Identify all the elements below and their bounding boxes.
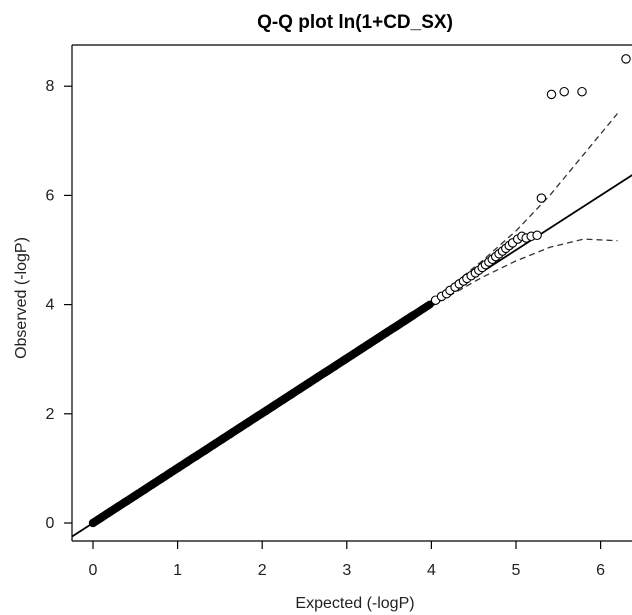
y-tick-label: 8 <box>46 78 55 95</box>
upper-confidence-band <box>414 113 619 314</box>
x-tick-label: 0 <box>89 562 98 579</box>
qq-point <box>559 86 569 97</box>
x-tick-label: 6 <box>596 562 605 579</box>
x-tick-label: 5 <box>512 562 521 579</box>
qq-point <box>546 89 557 100</box>
qq-point <box>536 193 547 203</box>
x-tick-label: 3 <box>342 562 351 579</box>
x-tick-label: 4 <box>427 562 436 579</box>
qq-point <box>577 86 587 97</box>
y-tick-label: 6 <box>46 187 55 204</box>
chart-title: Q-Q plot ln(1+CD_SX) <box>257 12 453 33</box>
plot-area <box>72 54 632 538</box>
y-tick-label: 0 <box>46 515 55 532</box>
qq-point <box>532 230 542 241</box>
lower-confidence-band <box>414 238 618 318</box>
y-axis-ticks: 0 2 4 6 8 <box>46 78 72 532</box>
y-axis-label: Observed (-logP) <box>13 237 30 359</box>
x-axis-label: Expected (-logP) <box>295 595 414 612</box>
x-tick-label: 1 <box>173 562 182 579</box>
bulk-diagonal-points <box>88 300 434 528</box>
x-axis-ticks: 0 1 2 3 4 5 6 <box>89 541 605 579</box>
y-tick-label: 4 <box>46 297 55 314</box>
qq-point <box>621 54 631 64</box>
x-tick-label: 2 <box>258 562 267 579</box>
y-tick-label: 2 <box>46 406 55 423</box>
